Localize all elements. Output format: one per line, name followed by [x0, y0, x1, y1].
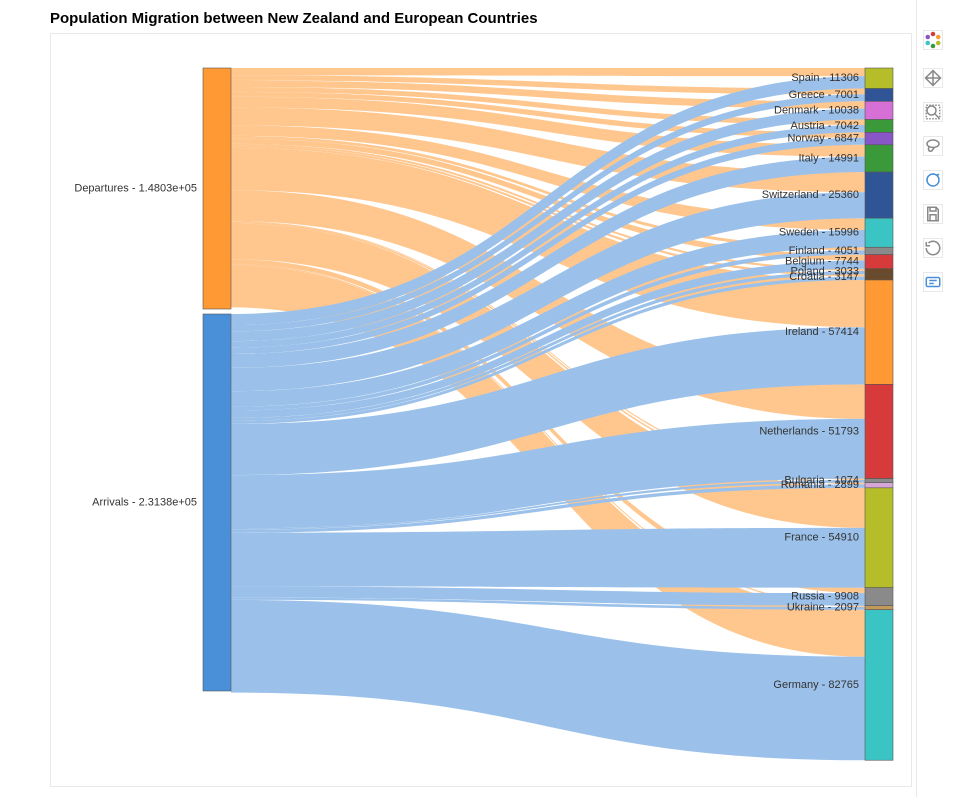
target-node-austria[interactable]	[865, 120, 893, 133]
sankey-link[interactable]	[231, 68, 865, 76]
target-label: Greece - 7001	[789, 89, 859, 101]
target-node-romania[interactable]	[865, 483, 893, 488]
target-label: Switzerland - 25360	[762, 189, 859, 201]
bokeh-toolbar	[916, 0, 949, 797]
sankey-chart[interactable]: Departures - 1.4803e+05 Arrivals - 2.3138…	[50, 33, 912, 787]
target-label: Germany - 82765	[773, 679, 859, 691]
target-node-norway[interactable]	[865, 132, 893, 144]
target-label: France - 54910	[784, 532, 859, 544]
target-label: Ukraine - 2097	[787, 602, 859, 614]
target-node-belgium[interactable]	[865, 255, 893, 269]
target-node-greece[interactable]	[865, 89, 893, 102]
target-label: Austria - 7042	[791, 120, 859, 132]
source-label: Departures - 1.4803e+05	[74, 182, 197, 194]
lasso-icon[interactable]	[921, 134, 945, 158]
chart-title: Population Migration between New Zealand…	[50, 10, 912, 27]
target-node-netherlands[interactable]	[865, 384, 893, 478]
target-node-ireland[interactable]	[865, 280, 893, 384]
sankey-links	[231, 68, 865, 760]
target-node-croatia[interactable]	[865, 274, 893, 280]
wheel-zoom-icon[interactable]	[921, 168, 945, 192]
save-icon[interactable]	[921, 202, 945, 226]
target-node-switzerland[interactable]	[865, 172, 893, 218]
target-label: Romania - 2899	[781, 479, 859, 491]
source-node-arrivals[interactable]	[203, 314, 231, 691]
pan-icon[interactable]	[921, 66, 945, 90]
reset-icon[interactable]	[921, 236, 945, 260]
source-node-departures[interactable]	[203, 68, 231, 309]
target-node-russia[interactable]	[865, 588, 893, 606]
target-label: Croatia - 3147	[789, 271, 859, 283]
target-node-germany[interactable]	[865, 610, 893, 761]
target-node-italy[interactable]	[865, 145, 893, 172]
target-label: Netherlands - 51793	[759, 425, 859, 437]
target-node-spain[interactable]	[865, 68, 893, 89]
target-node-ukraine[interactable]	[865, 606, 893, 610]
box-zoom-icon[interactable]	[921, 100, 945, 124]
target-node-sweden[interactable]	[865, 218, 893, 247]
sankey-link[interactable]	[231, 528, 865, 588]
bokeh-logo-icon	[923, 30, 943, 50]
target-label: Italy - 14991	[798, 152, 859, 164]
target-node-bulgaria[interactable]	[865, 479, 893, 483]
target-label: Norway - 6847	[787, 132, 859, 144]
target-node-poland[interactable]	[865, 269, 893, 275]
target-label: Sweden - 15996	[779, 227, 859, 239]
target-label: Ireland - 57414	[785, 326, 859, 338]
hover-icon[interactable]	[921, 270, 945, 294]
source-label: Arrivals - 2.3138e+05	[92, 496, 197, 508]
target-label: Denmark - 10038	[774, 104, 859, 116]
target-node-denmark[interactable]	[865, 101, 893, 119]
target-label: Spain - 11306	[791, 72, 859, 84]
target-node-france[interactable]	[865, 488, 893, 588]
target-node-finland[interactable]	[865, 247, 893, 254]
